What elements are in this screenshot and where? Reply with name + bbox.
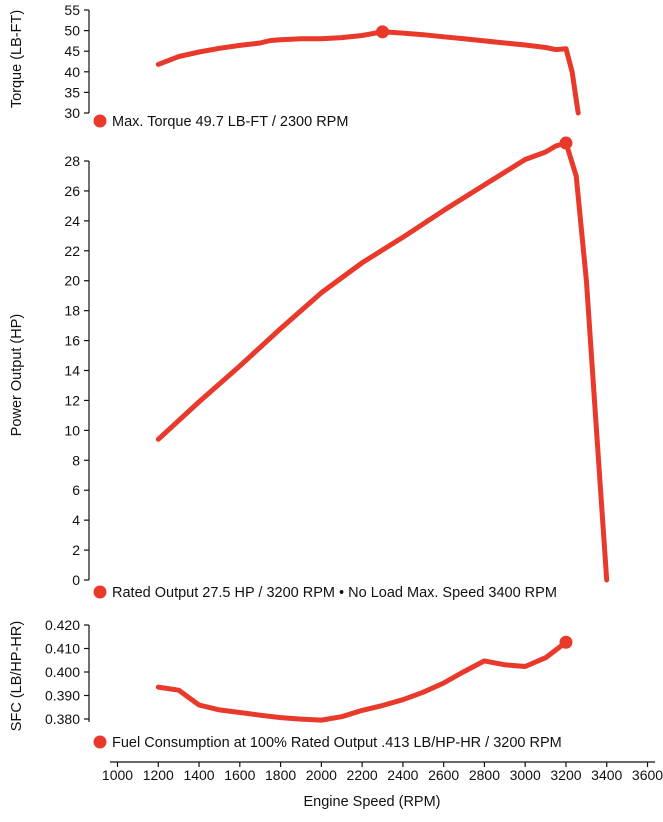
power-y-tick-label: 14 bbox=[64, 363, 80, 379]
power-y-tick-label: 6 bbox=[72, 482, 80, 498]
torque-annotation: Max. Torque 49.7 LB-FT / 2300 RPM bbox=[112, 114, 348, 130]
torque-y-axis-label: Torque (LB-FT) bbox=[9, 10, 25, 108]
power-y-tick-label: 4 bbox=[72, 512, 80, 528]
x-tick-label: 1400 bbox=[183, 767, 214, 783]
power-y-tick-label: 0 bbox=[72, 572, 80, 588]
torque-y-tick-label: 55 bbox=[64, 2, 80, 18]
power-y-tick-label: 18 bbox=[64, 303, 80, 319]
power-y-tick-label: 10 bbox=[64, 422, 80, 438]
power-y-tick-label: 22 bbox=[64, 243, 80, 259]
power-y-tick-label: 24 bbox=[64, 213, 80, 229]
x-tick-label: 3400 bbox=[591, 767, 622, 783]
power-y-tick-label: 12 bbox=[64, 392, 80, 408]
x-tick-label: 1000 bbox=[102, 767, 133, 783]
sfc-max-marker bbox=[559, 635, 573, 649]
torque-max-marker bbox=[376, 25, 390, 39]
sfc-y-tick-label: 0.390 bbox=[45, 688, 80, 704]
power-y-tick-label: 2 bbox=[72, 542, 80, 558]
sfc-y-tick-label: 0.410 bbox=[45, 641, 80, 657]
power-y-tick-label: 28 bbox=[64, 153, 80, 169]
torque-series-line bbox=[155, 29, 581, 116]
sfc-annotation: Fuel Consumption at 100% Rated Output .4… bbox=[112, 735, 562, 751]
x-tick-label: 1200 bbox=[143, 767, 174, 783]
sfc-y-axis-label: SFC (LB/HP-HR) bbox=[9, 621, 25, 731]
power-y-tick-label: 26 bbox=[64, 183, 80, 199]
x-tick-label: 2400 bbox=[387, 767, 418, 783]
x-tick-label: 2000 bbox=[306, 767, 337, 783]
power-y-tick-label: 16 bbox=[64, 333, 80, 349]
x-tick-label: 2200 bbox=[347, 767, 378, 783]
sfc-annotation-bullet bbox=[93, 735, 107, 749]
sfc-y-tick-label: 0.380 bbox=[45, 711, 80, 727]
power-annotation: Rated Output 27.5 HP / 3200 RPM • No Loa… bbox=[112, 585, 557, 601]
x-tick-label: 1800 bbox=[265, 767, 296, 783]
power-annotation-bullet bbox=[93, 585, 107, 599]
torque-y-tick-label: 30 bbox=[64, 105, 80, 121]
sfc-y-tick-label: 0.400 bbox=[45, 664, 80, 680]
power-y-axis-label: Power Output (HP) bbox=[9, 314, 25, 437]
x-tick-label: 3600 bbox=[632, 767, 663, 783]
sfc-y-tick-label: 0.420 bbox=[45, 617, 80, 633]
x-axis-label: Engine Speed (RPM) bbox=[303, 794, 440, 810]
torque-y-tick-label: 50 bbox=[64, 23, 80, 39]
power-series-line bbox=[155, 140, 610, 583]
x-tick-label: 2600 bbox=[428, 767, 459, 783]
power-y-tick-label: 20 bbox=[64, 273, 80, 289]
torque-annotation-bullet bbox=[93, 114, 107, 128]
torque-y-tick-label: 40 bbox=[64, 64, 80, 80]
power-max-marker bbox=[559, 136, 573, 150]
x-tick-label: 1600 bbox=[224, 767, 255, 783]
power-y-tick-label: 8 bbox=[72, 452, 80, 468]
torque-y-tick-label: 45 bbox=[64, 43, 80, 59]
x-tick-label: 3200 bbox=[550, 767, 581, 783]
torque-y-tick-label: 35 bbox=[64, 84, 80, 100]
x-tick-label: 3000 bbox=[510, 767, 541, 783]
sfc-series-line bbox=[155, 639, 569, 723]
x-tick-label: 2800 bbox=[469, 767, 500, 783]
